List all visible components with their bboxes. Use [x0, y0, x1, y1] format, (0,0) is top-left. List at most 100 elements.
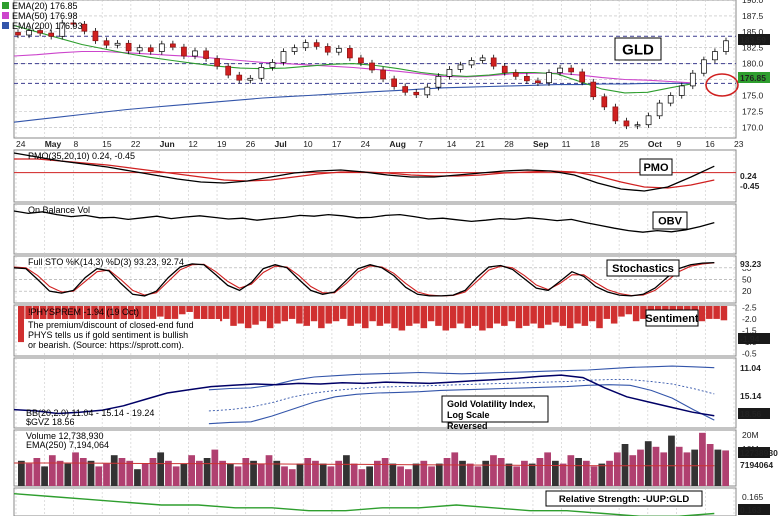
- volume-bar: [296, 463, 304, 486]
- price-candle: [214, 58, 220, 67]
- sentiment-ytick-label: -2.5: [742, 302, 757, 312]
- gvz-bb-upper-line: [208, 365, 715, 391]
- sentiment-bar: [208, 306, 215, 324]
- volume-bar: [513, 466, 521, 486]
- price-candle: [192, 50, 198, 57]
- gvz-bb-middle-line: [208, 379, 715, 412]
- sentiment-value-tag-bg: [738, 333, 770, 344]
- sentiment-value-tag: -1.94: [740, 334, 760, 344]
- price-candle: [48, 32, 55, 37]
- pmo-annotation: PMO: [643, 162, 669, 174]
- sentiment-bar: [303, 306, 310, 326]
- price-candle: [590, 81, 597, 98]
- sentiment-bar: [435, 306, 442, 326]
- volume-bar: [606, 460, 613, 486]
- volume-bar: [660, 452, 668, 486]
- sentiment-bar: [596, 306, 603, 329]
- sentiment-bar: [442, 306, 450, 331]
- price-candle: [302, 42, 309, 49]
- volume-bar: [621, 444, 629, 486]
- gvz-tag-2-bg: [738, 408, 770, 419]
- price-candle: [59, 22, 66, 37]
- price-candle: [457, 64, 464, 70]
- sentiment-bar: [230, 306, 237, 326]
- price-ytick-label: 180.0: [742, 59, 764, 69]
- sentiment-bar: [105, 306, 113, 331]
- price-ytick-label: 185.0: [742, 27, 764, 37]
- price-candle: [358, 57, 364, 64]
- gvz-line: [13, 374, 715, 417]
- volume-bar: [165, 460, 172, 486]
- price-candle: [723, 40, 729, 52]
- price-legend-1: EMA(50) 176.98: [12, 11, 78, 21]
- volume-bar: [335, 460, 343, 486]
- gvz-tag-0: 11.04: [740, 363, 761, 373]
- sentiment-bar: [449, 306, 457, 329]
- price-candle: [269, 62, 276, 68]
- sto-d-line: [13, 262, 715, 297]
- volume-bar: [242, 458, 250, 486]
- x-tick-label: 28: [504, 139, 514, 149]
- volume-bar: [521, 460, 528, 486]
- sentiment-bar: [281, 306, 289, 322]
- rs-annotation-box: [545, 490, 703, 507]
- volume-bar: [327, 466, 335, 486]
- x-tick-label: 11: [562, 139, 571, 149]
- sentiment-bar: [581, 306, 589, 326]
- sentiment-bar: [545, 306, 552, 325]
- volume-bar: [281, 466, 288, 486]
- price-candle: [623, 120, 630, 127]
- volume-bar: [219, 460, 226, 486]
- volume-bar: [358, 469, 366, 486]
- sentiment-bar: [523, 306, 530, 326]
- volume-bar: [149, 458, 157, 486]
- volume-bar: [567, 455, 575, 486]
- price-ytick-label: 187.5: [742, 11, 764, 21]
- sentiment-bar: [354, 306, 362, 324]
- sentiment-bar: [559, 306, 567, 326]
- price-candle: [247, 77, 254, 81]
- price-candle: [136, 47, 143, 52]
- sentiment-bar: [588, 306, 596, 322]
- x-tick-label: Oct: [648, 139, 662, 149]
- volume-bar: [466, 463, 474, 486]
- price-ytick-label: 182.5: [742, 43, 764, 53]
- volume-bar: [528, 463, 536, 486]
- sentiment-bar: [18, 306, 25, 343]
- volume-bar: [64, 463, 72, 486]
- obv-annotation-box: [652, 211, 688, 230]
- volume-bar: [234, 466, 242, 486]
- volume-bar: [536, 458, 544, 486]
- volume-bar: [180, 463, 188, 486]
- price-candle: [612, 106, 619, 122]
- price-legend-swatch: [2, 2, 9, 9]
- price-last-tag: 183.59: [740, 35, 766, 45]
- sentiment-bar: [244, 306, 252, 329]
- price-candle: [225, 65, 232, 76]
- volume-ema-tag-bg: [738, 459, 770, 470]
- price-candle: [479, 57, 486, 61]
- x-tick-label: 10: [303, 139, 313, 149]
- obv-legend: On Balance Vol: [28, 205, 90, 215]
- price-candle: [291, 47, 298, 52]
- volume-bar: [490, 455, 497, 486]
- sentiment-bar: [493, 306, 501, 324]
- sentiment-bar: [530, 306, 537, 324]
- sto-annotation: Stochastics: [612, 263, 674, 275]
- price-candle: [103, 40, 110, 46]
- sentiment-legend: !PHYSPREM -1.94 (19 Oct): [28, 307, 139, 317]
- x-tick-label: 18: [590, 139, 600, 149]
- sto-value-tag-bg: [738, 258, 770, 269]
- sentiment-bar: [164, 306, 171, 321]
- volume-bar: [56, 460, 64, 486]
- highlight-circle: [705, 73, 739, 97]
- x-tick-label: 17: [332, 139, 342, 149]
- volume-bar: [79, 458, 87, 486]
- volume-legend-1: EMA(250) 7,194,064: [26, 440, 109, 450]
- price-candle: [701, 59, 707, 74]
- volume-bar: [95, 466, 103, 486]
- sto-k-line: [13, 261, 715, 297]
- volume-bar: [404, 469, 412, 486]
- volume-bar: [644, 441, 652, 486]
- volume-ytick-label: 20M: [742, 430, 759, 440]
